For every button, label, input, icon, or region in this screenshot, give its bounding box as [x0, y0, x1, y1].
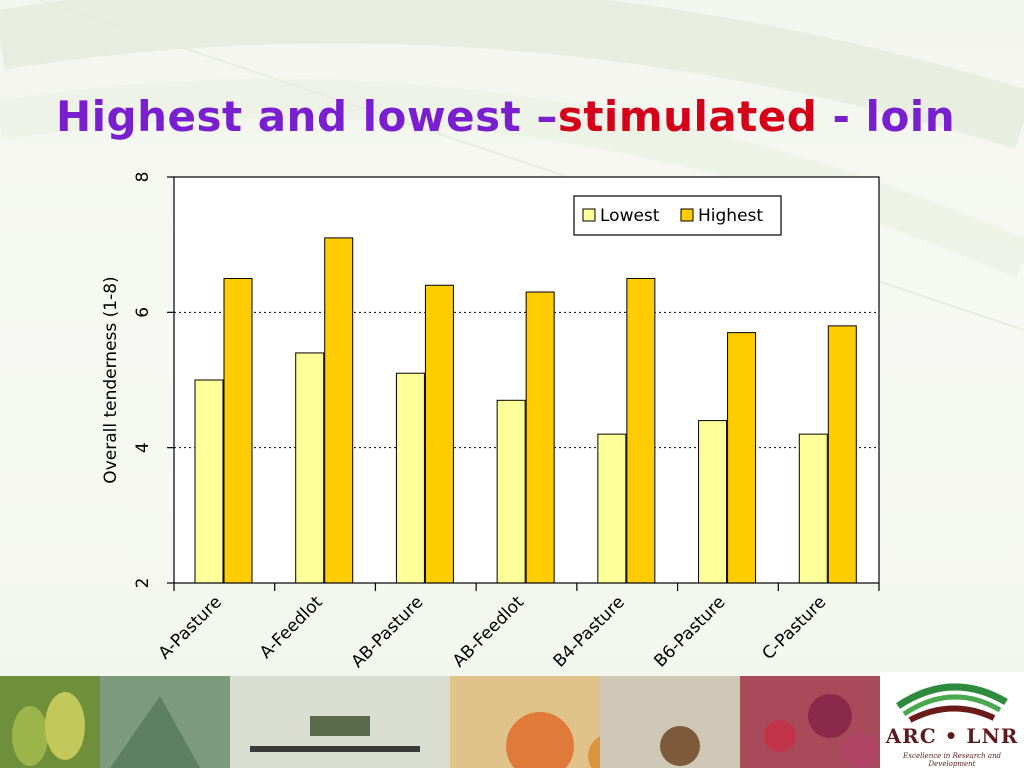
x-tick-label: A-Pasture: [155, 592, 226, 663]
x-tick-label: AB-Pasture: [348, 592, 428, 672]
y-axis-label: Overall tenderness (1-8): [101, 276, 121, 483]
bar-highest-a-pasture: [223, 278, 253, 584]
bar-highest-c-pasture: [827, 325, 857, 584]
bar-lowest-a-feedlot: [295, 352, 325, 584]
bar-highest-a-feedlot: [324, 237, 354, 584]
bar-lowest-c-pasture: [798, 433, 828, 584]
legend-label: Lowest: [600, 206, 660, 226]
photo-strip: [0, 676, 880, 768]
x-tick-label: B6-Pasture: [650, 592, 729, 671]
x-tick-label: A-Feedlot: [256, 592, 327, 663]
x-tick-label: B4-Pasture: [550, 592, 629, 671]
bar-lowest-ab-pasture: [395, 372, 425, 584]
x-tick-label: C-Pasture: [759, 592, 831, 664]
x-tick-label: AB-Feedlot: [449, 592, 528, 671]
plot-border: [173, 176, 880, 584]
legend-swatch: [680, 208, 694, 222]
bars: [194, 237, 857, 584]
y-tick-label: 4: [133, 442, 153, 453]
bar-lowest-a-pasture: [194, 379, 224, 584]
legend-label: Highest: [698, 206, 763, 226]
bar-highest-b6-pasture: [727, 332, 757, 584]
y-tick-label: 6: [133, 307, 153, 318]
slide-title: Highest and lowest –stimulated - loin: [56, 92, 955, 141]
logo-swoosh-icon: [896, 683, 1008, 723]
bar-highest-b4-pasture: [626, 278, 656, 584]
x-axis-ticks: A-Pasture A-Feedlot AB-Pasture AB-Feedlot B4…: [155, 583, 880, 672]
logo-text: ARC • LNR: [885, 724, 1019, 748]
legend-box: [573, 195, 782, 236]
logo-tagline: Excellence in Research and Development: [903, 752, 1001, 768]
legend-swatch: [582, 208, 596, 222]
bar-lowest-ab-feedlot: [496, 399, 526, 584]
title-part-3: - loin: [817, 92, 956, 141]
y-axis-ticks: 2 4 6 8: [133, 172, 174, 589]
y-tick-label: 8: [133, 172, 153, 183]
y-tick-label: 2: [133, 578, 153, 589]
photo-collage: [0, 676, 880, 768]
legend: Lowest Highest: [573, 195, 782, 236]
title-part-1: Highest and lowest –: [56, 92, 558, 141]
bar-highest-ab-feedlot: [525, 291, 555, 584]
bar-lowest-b4-pasture: [597, 433, 627, 584]
title-part-2: stimulated: [557, 92, 818, 141]
bar-lowest-b6-pasture: [698, 420, 728, 584]
arc-logo: ARC • LNR Excellence in Research and Dev…: [880, 672, 1024, 768]
bar-highest-ab-pasture: [424, 284, 454, 584]
